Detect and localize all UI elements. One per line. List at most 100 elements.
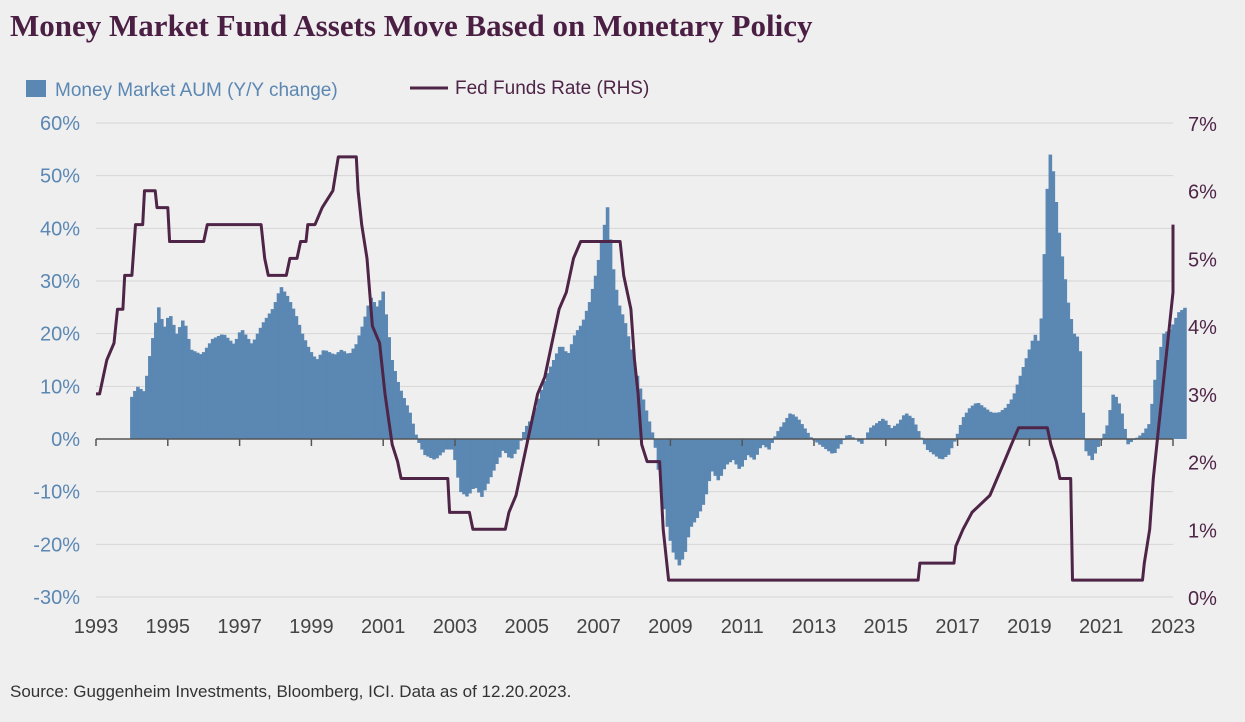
bar [366,305,371,439]
bar [186,338,191,439]
bar [148,356,152,439]
bar [192,351,197,439]
bar [1066,302,1071,439]
bar [578,325,583,439]
bar [767,439,771,450]
bar [279,287,284,439]
bar [1060,256,1065,439]
bar [372,302,377,439]
bar [946,439,951,455]
bar [557,346,562,439]
bar [1054,202,1059,439]
bar [201,352,206,439]
bar [1102,433,1106,439]
bar [590,288,595,439]
bar [154,322,158,439]
bar [351,348,356,439]
bar [462,439,466,495]
bar [982,407,987,439]
bar [417,439,421,443]
bar [1117,403,1121,439]
bar [133,391,137,439]
bar [608,239,613,439]
bar [378,300,383,439]
bar [1168,329,1172,439]
bar [315,359,320,439]
zero-axis [95,438,1174,446]
bar [492,439,496,471]
bar [593,275,598,439]
left-tick-label: 20% [40,324,80,346]
bar [255,333,260,439]
bar [851,437,855,439]
bar [797,419,801,439]
bar [952,439,957,442]
bar [1105,425,1109,439]
left-tick-label: 40% [40,218,80,240]
bar [904,413,909,439]
bar [456,439,460,478]
bar [336,352,341,439]
bar [560,346,565,439]
bar [258,327,263,439]
bar [525,425,529,439]
bar [498,439,502,458]
bar [1045,188,1050,439]
bar [886,424,891,439]
bar [264,317,269,439]
bar [297,324,302,439]
bar [285,295,290,439]
bar [384,314,388,439]
bar [1024,358,1029,439]
left-axis-ticks: 60% 50% 40% 30% 20% 10% 0% -10% -20% -30% [33,113,80,609]
bar [719,439,724,476]
x-tick-label: 1995 [146,616,191,638]
bar [587,302,592,439]
bar [180,320,185,439]
bar [644,410,649,439]
bar [683,439,688,552]
x-tick-label: 2021 [1079,616,1124,638]
bar [1027,349,1032,439]
bar [692,439,697,523]
bar [1072,333,1077,439]
x-tick-label: 2005 [505,616,550,638]
bar [489,439,493,478]
bar [701,439,706,505]
bar [363,316,368,439]
bar [477,439,481,493]
bar [961,417,966,439]
bar [985,409,990,439]
bar [755,439,759,455]
bar [393,370,397,439]
bar [273,302,278,439]
bar [752,439,756,460]
bar [432,439,436,460]
bar [623,323,628,439]
bar [387,337,391,439]
bar [907,415,912,439]
bar [671,439,676,553]
bar [536,398,541,439]
legend-label-aum: Money Market AUM (Y/Y change) [55,80,338,101]
bar [210,338,215,439]
bar [495,439,499,465]
bar [198,354,203,439]
bar [282,291,287,439]
left-tick-label: 10% [40,376,80,398]
bar [860,439,864,444]
bar [716,439,721,481]
bar [782,422,786,439]
bar [677,439,682,566]
bar [922,439,927,445]
right-tick-label: 3% [1188,385,1217,407]
bar [970,405,975,439]
bar [704,439,709,495]
bar [405,405,409,439]
line-series [96,155,1175,582]
bar [563,351,568,439]
left-tick-label: -10% [33,482,80,504]
bar [1153,379,1157,439]
bar [821,439,825,447]
bar [530,416,535,439]
